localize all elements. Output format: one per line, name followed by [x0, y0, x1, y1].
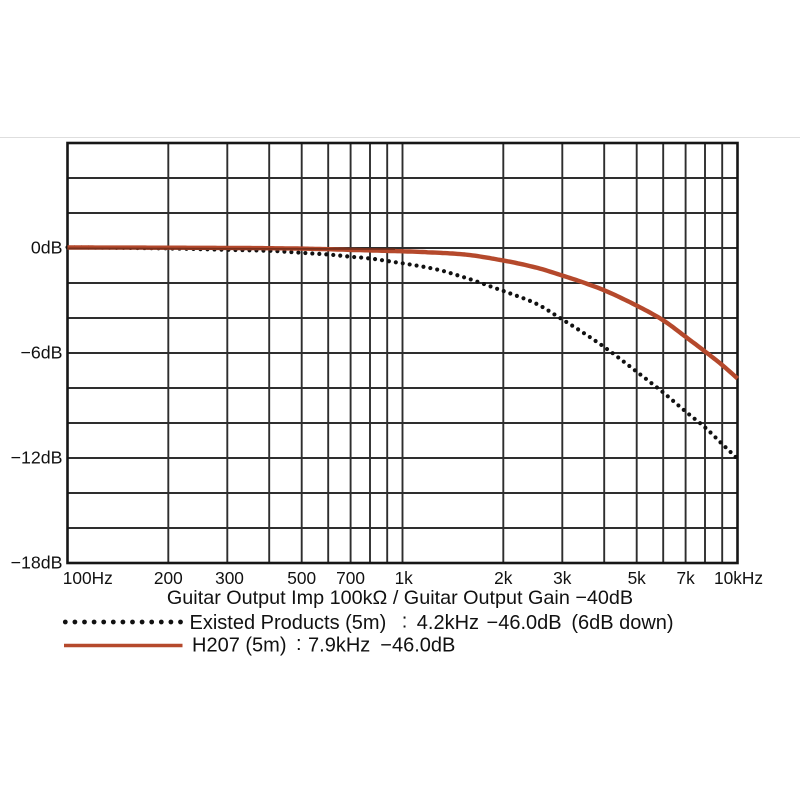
svg-text:2k: 2k: [494, 568, 513, 588]
svg-text:3k: 3k: [553, 568, 572, 588]
svg-text:200: 200: [154, 568, 183, 588]
svg-text:−18dB: −18dB: [11, 552, 63, 572]
svg-text:500: 500: [287, 568, 316, 588]
svg-text:0dB: 0dB: [31, 237, 63, 257]
svg-text:−12dB: −12dB: [11, 447, 63, 467]
svg-text:700: 700: [336, 568, 365, 588]
svg-text:7k: 7k: [676, 568, 695, 588]
svg-text:Guitar Output Imp 100kΩ / Guit: Guitar Output Imp 100kΩ / Guitar Output …: [167, 587, 633, 609]
svg-text:300: 300: [215, 568, 244, 588]
svg-text:H207 (5m):7.9kHz−46.0dB: H207 (5m):7.9kHz −46.0dB: [192, 633, 455, 657]
svg-text:1k: 1k: [395, 568, 414, 588]
svg-text:−6dB: −6dB: [20, 342, 62, 362]
svg-text:100Hz: 100Hz: [63, 568, 113, 588]
svg-text:5k: 5k: [628, 568, 647, 588]
svg-text:Existed Products (5m):4.2kHz−4: Existed Products (5m):4.2kHz −46.0dB (6dB …: [190, 611, 674, 635]
svg-text:10kHz: 10kHz: [714, 568, 763, 588]
